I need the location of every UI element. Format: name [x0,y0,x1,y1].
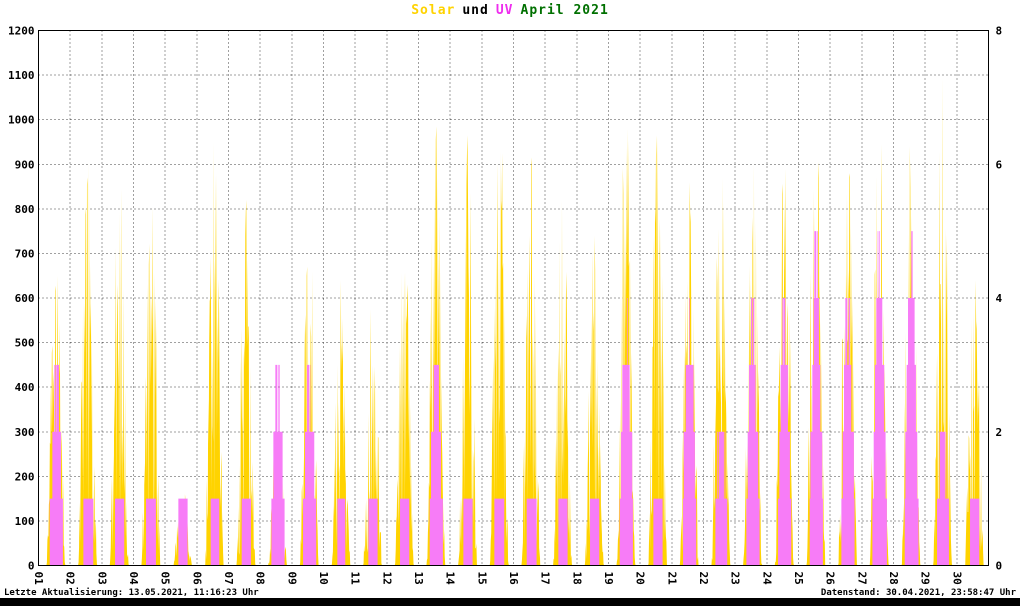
title-connector: und [462,3,489,18]
svg-text:24: 24 [760,572,773,586]
svg-text:03: 03 [95,572,108,585]
svg-text:0: 0 [28,560,35,573]
svg-text:0: 0 [996,560,1003,573]
svg-text:05: 05 [159,572,172,585]
svg-text:700: 700 [15,247,35,260]
svg-text:1200: 1200 [8,25,35,38]
svg-text:500: 500 [15,337,35,350]
svg-text:12: 12 [380,572,393,585]
svg-text:07: 07 [222,572,235,585]
svg-text:10: 10 [317,572,330,585]
svg-text:900: 900 [15,158,35,171]
svg-text:100: 100 [15,515,35,528]
svg-text:02: 02 [64,572,77,585]
svg-text:13: 13 [412,572,425,585]
svg-text:22: 22 [697,572,710,585]
svg-text:30: 30 [950,572,963,585]
svg-text:200: 200 [15,470,35,483]
svg-text:23: 23 [729,572,742,585]
title-uv-label: UV [495,3,514,18]
svg-text:1100: 1100 [8,69,35,82]
svg-text:21: 21 [665,572,678,586]
svg-text:18: 18 [570,572,583,585]
svg-text:04: 04 [127,572,140,586]
x-axis-labels: 01 02 03 04 05 06 07 08 09 10 11 12 13 14 15 16 17 18 19 20… [32,572,963,586]
svg-text:2: 2 [996,426,1003,439]
left-axis-labels: 0 100 200 300 400 500 600 700 800 900 1000 1100 1200 [8,25,35,573]
svg-text:6: 6 [996,158,1003,171]
svg-text:19: 19 [602,572,615,585]
title-period: April 2021 [520,3,609,18]
svg-text:15: 15 [475,572,488,585]
svg-text:27: 27 [855,572,868,585]
svg-text:01: 01 [32,572,45,586]
footer-last-update: Letzte Aktualisierung: 13.05.2021, 11:16… [4,588,259,598]
bottom-bar [0,598,1020,606]
uv-series-area [38,231,989,566]
plot-frame [38,30,989,566]
svg-text:600: 600 [15,292,35,305]
svg-text:29: 29 [919,572,932,585]
right-axis-labels: 0 2 4 6 8 [996,25,1003,573]
svg-text:16: 16 [507,572,520,586]
svg-text:800: 800 [15,203,35,216]
svg-text:8: 8 [996,25,1003,38]
svg-text:300: 300 [15,426,35,439]
svg-text:14: 14 [444,572,457,586]
svg-text:400: 400 [15,381,35,394]
svg-text:08: 08 [254,572,267,585]
footer-data-state: Datenstand: 30.04.2021, 23:58:47 Uhr [820,588,1016,598]
title-solar-label: Solar [411,3,456,18]
svg-text:26: 26 [824,572,837,586]
svg-text:25: 25 [792,572,805,585]
svg-text:11: 11 [349,572,362,586]
svg-text:20: 20 [634,572,647,585]
svg-text:1000: 1000 [8,114,35,127]
chart-title: Solar und UV April 2021 [0,3,1020,18]
svg-text:28: 28 [887,572,900,585]
svg-text:06: 06 [190,572,203,586]
svg-text:09: 09 [285,572,298,585]
svg-text:4: 4 [996,292,1003,305]
svg-text:17: 17 [539,572,552,585]
